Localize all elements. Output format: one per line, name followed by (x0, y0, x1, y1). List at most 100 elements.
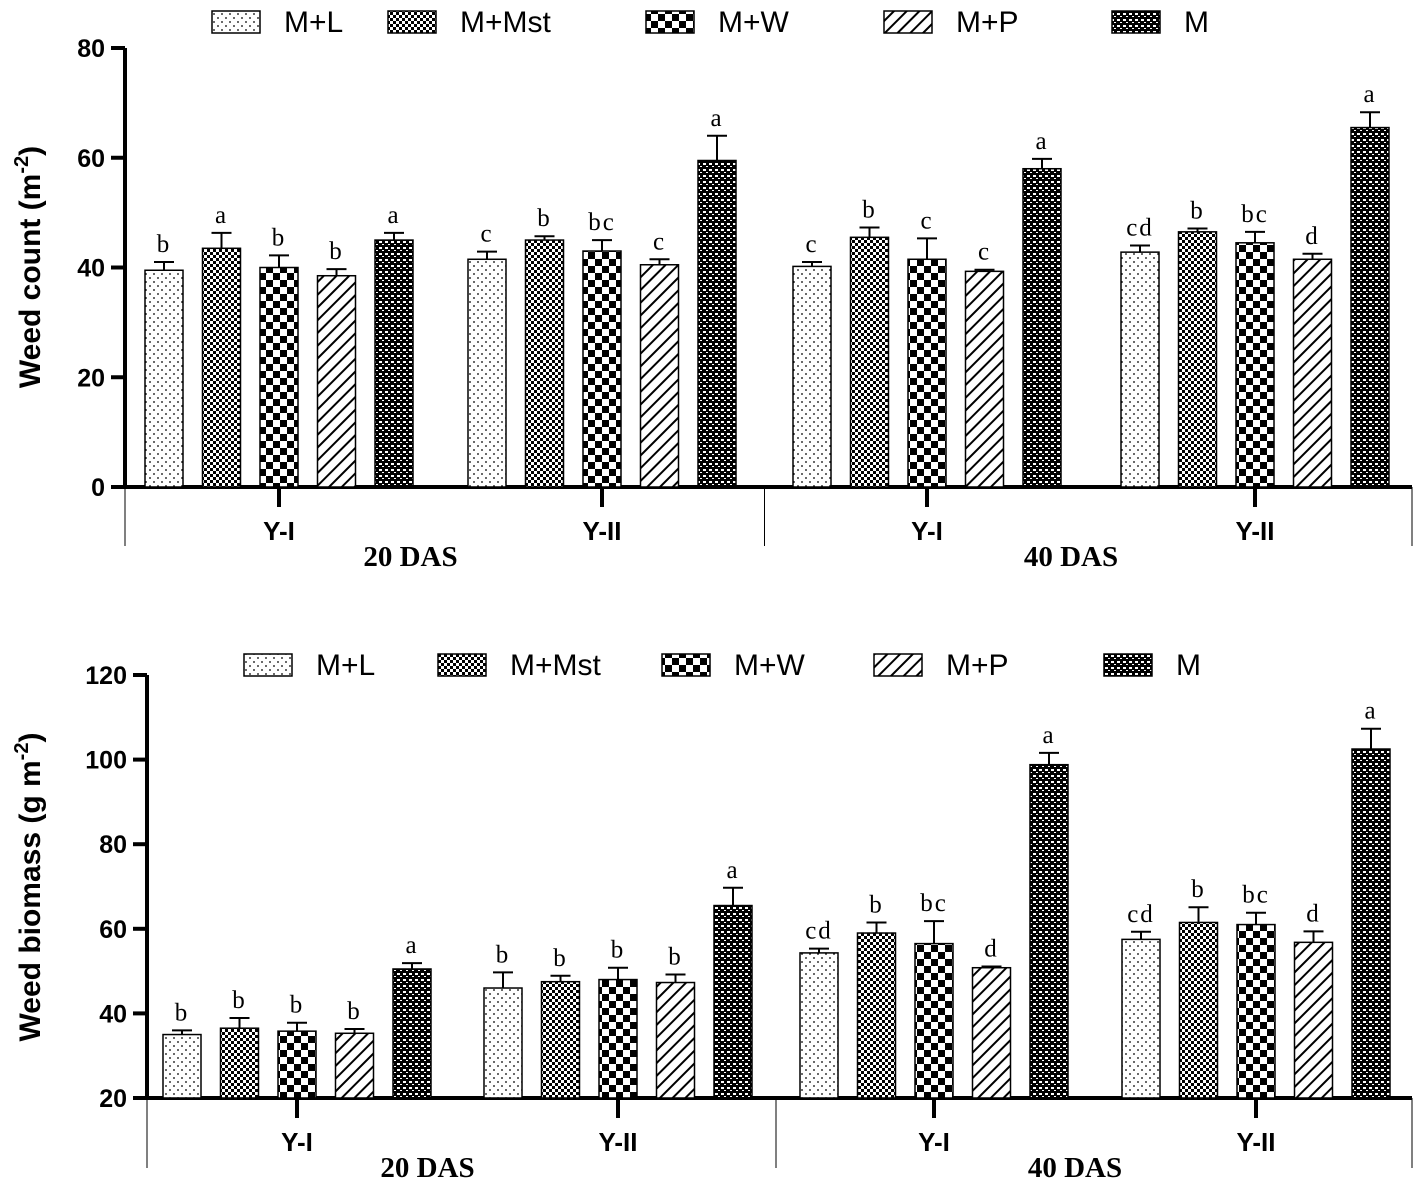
legend-label: M+L (284, 6, 343, 39)
bar (639, 264, 680, 488)
bar (1235, 242, 1275, 488)
bar (914, 942, 954, 1099)
x-group-label: Y-I (281, 1127, 313, 1157)
significance-letter: a (726, 857, 739, 884)
bar (1178, 921, 1219, 1099)
legend-swatch-m (1111, 10, 1161, 34)
legend-label: M+L (316, 649, 375, 682)
legend-swatch-m-l (243, 653, 293, 677)
bar (598, 978, 638, 1099)
bar (162, 1033, 202, 1099)
significance-letter: c (653, 228, 666, 255)
y-axis-title: Weed biomass (g m-2) (11, 733, 47, 1042)
bar (1292, 258, 1333, 488)
significance-letter: c (480, 221, 493, 248)
significance-letter: bc (1242, 882, 1270, 909)
significance-letter: c (805, 231, 818, 258)
period-label: 20 DAS (380, 1152, 474, 1184)
significance-letter: b (232, 987, 247, 1014)
bar (849, 236, 890, 488)
x-group-label: Y-II (1235, 516, 1274, 546)
significance-letter: bc (1241, 201, 1269, 228)
bar (713, 904, 753, 1099)
significance-letter: cd (805, 918, 833, 945)
y-tick-label: 20 (99, 1085, 127, 1113)
legend-swatch-m-mst (437, 653, 487, 677)
significance-letter: a (215, 202, 228, 229)
x-group-label: Y-I (918, 1127, 950, 1157)
bar (1351, 748, 1391, 1099)
significance-letter: bc (920, 890, 948, 917)
legend-label: M+P (956, 6, 1019, 39)
significance-letter: cd (1127, 901, 1155, 928)
x-group-label: Y-II (598, 1127, 637, 1157)
legend-label: M (1184, 6, 1209, 39)
bar (971, 966, 1012, 1099)
legend-swatch-m (1103, 653, 1153, 677)
significance-letter: a (1364, 698, 1377, 725)
y-tick-label: 60 (77, 145, 105, 173)
significance-letter: b (1191, 876, 1206, 903)
bar (201, 247, 242, 488)
y-tick-label: 60 (99, 916, 127, 944)
legend-label: M+W (734, 649, 806, 682)
significance-letter: b (668, 943, 683, 970)
significance-letter: d (984, 935, 999, 962)
y-tick-label: 100 (85, 747, 127, 775)
significance-letter: cd (1126, 215, 1154, 242)
legend-swatch-m-l (211, 10, 261, 34)
significance-letter: b (862, 196, 877, 223)
legend-label: M+P (946, 649, 1009, 682)
bar (467, 258, 507, 488)
y-tick-label: 80 (99, 831, 127, 859)
significance-letter: b (553, 945, 568, 972)
significance-letter: d (1306, 900, 1321, 927)
weed-count-chart: M+L M+Mst M+W M+P M 0 20 40 60 80 Weed count (m-2)… (11, 6, 1413, 573)
period-label: 20 DAS (363, 541, 457, 573)
bar (582, 250, 622, 488)
weed-biomass-chart: M+L M+Mst M+W M+P M 20 40 60 80 100 120 Weed biomas… (11, 649, 1413, 1184)
bar (277, 1030, 317, 1099)
significance-letter: b (869, 891, 884, 918)
y-tick-label: 40 (77, 255, 105, 283)
significance-letter: b (290, 992, 305, 1019)
significance-letter: c (920, 207, 933, 234)
y-tick-label: 20 (77, 364, 105, 392)
bar (1293, 941, 1334, 1099)
significance-letter: b (611, 937, 626, 964)
y-axis-title: Weed count (m-2) (11, 146, 47, 388)
bar (856, 932, 897, 1099)
period-label: 40 DAS (1028, 1152, 1122, 1184)
bar (697, 159, 737, 488)
significance-letter: a (1042, 722, 1055, 749)
bar (483, 987, 523, 1099)
significance-letter: b (272, 224, 287, 251)
significance-letter: b (157, 231, 172, 258)
significance-letter: b (1190, 198, 1205, 225)
bar (334, 1032, 375, 1099)
x-group-label: Y-I (911, 516, 943, 546)
bar (1121, 938, 1161, 1099)
period-label: 40 DAS (1024, 541, 1118, 573)
legend-label: M (1176, 649, 1201, 682)
bar (1120, 251, 1160, 488)
x-group-label: Y-I (263, 516, 295, 546)
bar (540, 980, 581, 1099)
bar (1177, 231, 1218, 488)
significance-letter: bc (588, 209, 616, 236)
significance-letter: a (405, 932, 418, 959)
legend-label: M+W (718, 6, 790, 39)
bar (374, 239, 414, 488)
bar (392, 968, 432, 1099)
bar (1022, 167, 1062, 488)
significance-letter: b (329, 238, 344, 265)
legend-swatch-m-mst (387, 10, 437, 34)
bar (907, 258, 947, 488)
y-tick-label: 0 (91, 474, 105, 502)
bar (655, 981, 696, 1099)
significance-letter: a (387, 202, 400, 229)
bar (799, 952, 839, 1099)
significance-letter: b (537, 205, 552, 232)
significance-letter: b (496, 941, 511, 968)
